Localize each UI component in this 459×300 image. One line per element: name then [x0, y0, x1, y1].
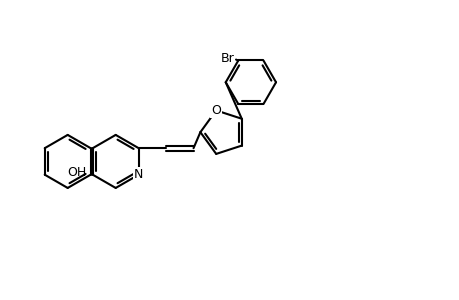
Text: N: N — [134, 168, 143, 181]
Text: Br: Br — [220, 52, 234, 65]
Text: OH: OH — [67, 166, 86, 179]
Text: O: O — [211, 104, 221, 117]
